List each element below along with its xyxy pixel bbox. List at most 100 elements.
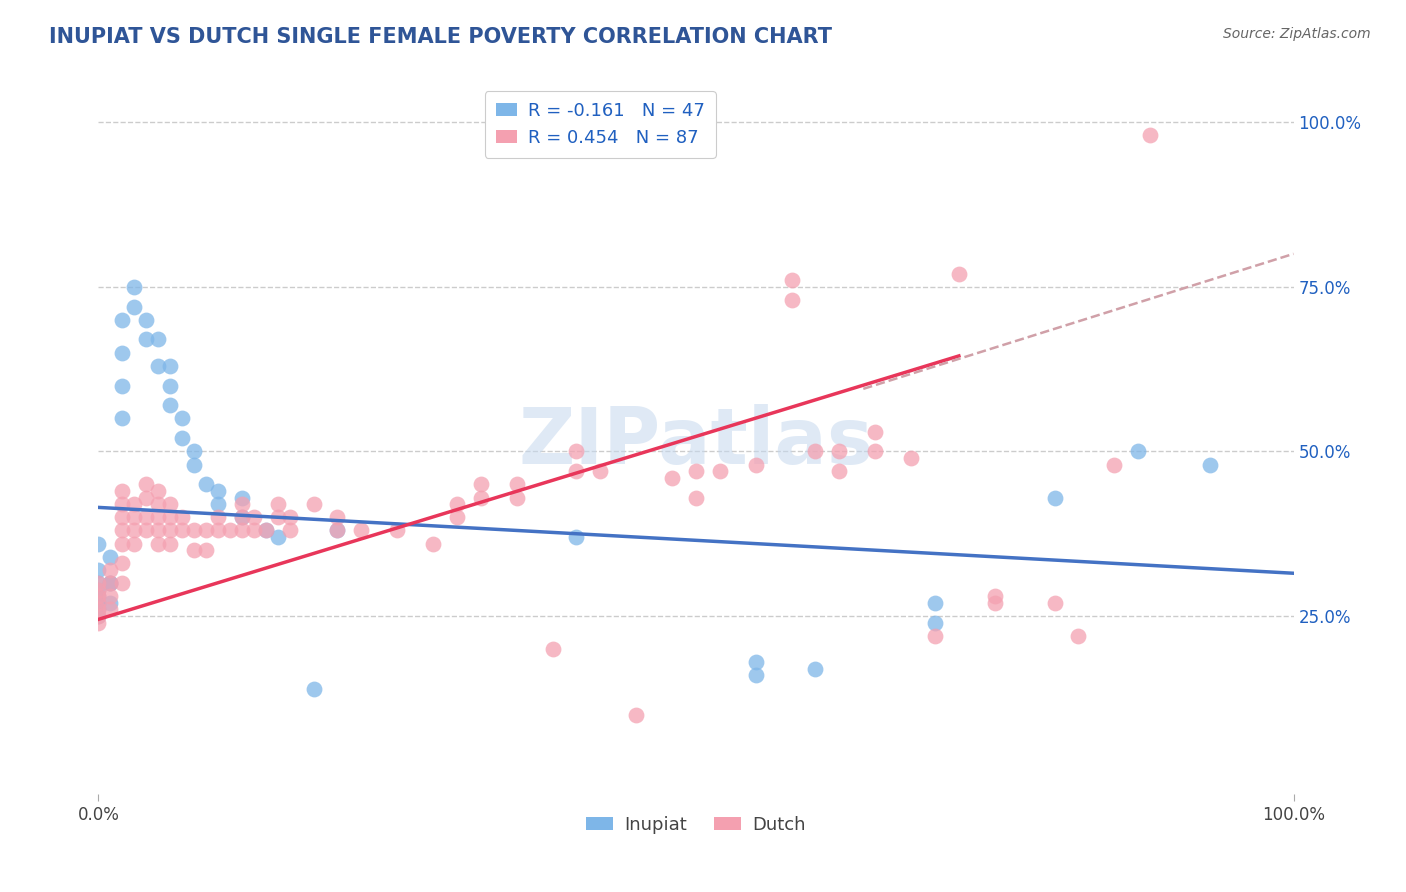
Point <box>1067 629 1090 643</box>
Point <box>111 345 134 359</box>
Point <box>924 596 946 610</box>
Point <box>159 536 181 550</box>
Point <box>804 444 827 458</box>
Point <box>446 497 468 511</box>
Point <box>148 536 170 550</box>
Point <box>111 378 134 392</box>
Point <box>231 491 253 505</box>
Point <box>470 491 492 505</box>
Point <box>745 668 768 682</box>
Point <box>135 312 157 326</box>
Point <box>111 411 134 425</box>
Point <box>159 378 181 392</box>
Point <box>1043 491 1066 505</box>
Point <box>385 524 409 538</box>
Point <box>326 510 349 524</box>
Point <box>148 359 170 373</box>
Point <box>98 563 122 577</box>
Point <box>98 549 122 564</box>
Point <box>124 497 146 511</box>
Point <box>1139 128 1161 143</box>
Point <box>98 602 122 616</box>
Point <box>172 510 194 524</box>
Point <box>948 267 970 281</box>
Point <box>900 450 922 465</box>
Point <box>98 576 122 591</box>
Point <box>231 510 253 524</box>
Point <box>87 596 110 610</box>
Point <box>87 596 110 610</box>
Point <box>148 483 170 498</box>
Point <box>780 273 803 287</box>
Point <box>135 491 157 505</box>
Point <box>87 590 110 604</box>
Point <box>148 510 170 524</box>
Point <box>267 530 290 544</box>
Point <box>565 530 588 544</box>
Point <box>87 602 110 616</box>
Point <box>172 411 194 425</box>
Text: INUPIAT VS DUTCH SINGLE FEMALE POVERTY CORRELATION CHART: INUPIAT VS DUTCH SINGLE FEMALE POVERTY C… <box>49 27 832 46</box>
Point <box>159 497 181 511</box>
Point <box>111 557 134 571</box>
Point <box>111 510 134 524</box>
Point <box>745 458 768 472</box>
Point <box>626 707 648 722</box>
Point <box>195 524 218 538</box>
Point <box>183 524 205 538</box>
Point <box>87 609 110 624</box>
Point <box>780 293 803 307</box>
Point <box>924 629 946 643</box>
Point <box>124 524 146 538</box>
Point <box>685 491 707 505</box>
Point <box>326 524 349 538</box>
Point <box>506 491 529 505</box>
Point <box>195 543 218 558</box>
Point <box>302 497 325 511</box>
Point <box>87 576 110 591</box>
Legend: Inupiat, Dutch: Inupiat, Dutch <box>579 809 813 841</box>
Point <box>183 543 205 558</box>
Point <box>1199 458 1222 472</box>
Point <box>87 563 110 577</box>
Point <box>506 477 529 491</box>
Point <box>87 609 110 624</box>
Point <box>865 444 887 458</box>
Point <box>865 425 887 439</box>
Point <box>254 524 277 538</box>
Point <box>87 576 110 591</box>
Point <box>804 662 827 676</box>
Point <box>172 524 194 538</box>
Point <box>350 524 373 538</box>
Point <box>87 590 110 604</box>
Point <box>470 477 492 491</box>
Point <box>243 510 266 524</box>
Point <box>124 536 146 550</box>
Point <box>159 524 181 538</box>
Point <box>231 524 253 538</box>
Point <box>98 590 122 604</box>
Point <box>183 458 205 472</box>
Point <box>111 536 134 550</box>
Point <box>148 524 170 538</box>
Point <box>87 602 110 616</box>
Text: ZIPatlas: ZIPatlas <box>519 403 873 480</box>
Point <box>148 497 170 511</box>
Point <box>98 576 122 591</box>
Point <box>111 576 134 591</box>
Point <box>159 398 181 412</box>
Point <box>159 510 181 524</box>
Point <box>1104 458 1126 472</box>
Point <box>148 333 170 347</box>
Point <box>1043 596 1066 610</box>
Point <box>87 536 110 550</box>
Point <box>565 444 588 458</box>
Point <box>98 596 122 610</box>
Point <box>231 497 253 511</box>
Point <box>446 510 468 524</box>
Point <box>685 464 707 478</box>
Point <box>124 510 146 524</box>
Point <box>267 497 290 511</box>
Point <box>111 483 134 498</box>
Point <box>207 524 229 538</box>
